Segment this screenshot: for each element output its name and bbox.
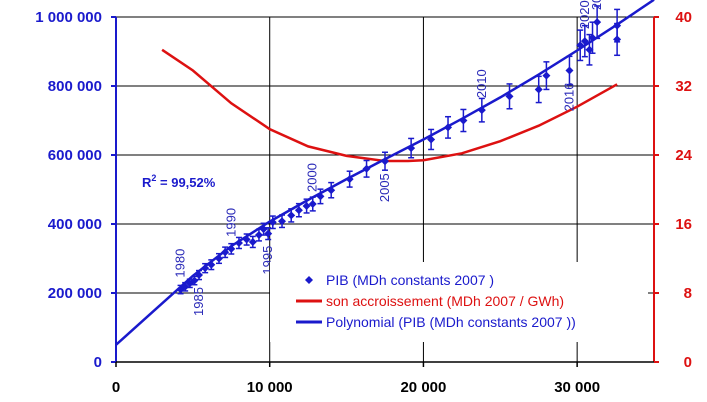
- data-point: [181, 282, 190, 291]
- series-layer: [115, 0, 655, 346]
- right-tick-label: 16: [675, 216, 692, 233]
- data-point: [381, 157, 389, 166]
- data-point: [214, 254, 223, 263]
- right-tick-label: 32: [675, 78, 692, 95]
- data-point: [242, 235, 251, 244]
- right-axis: 0 8 16 24 32 40: [653, 9, 693, 371]
- data-point: [327, 186, 336, 195]
- year-label: 2000: [305, 163, 320, 192]
- year-label: 2005: [377, 173, 392, 202]
- data-point: [308, 199, 317, 208]
- data-point: [264, 229, 273, 238]
- data-point: [407, 144, 416, 153]
- legend-label-growth: son accroissement (MDh 2007 / GWh): [326, 293, 564, 309]
- data-point: [613, 21, 622, 30]
- growth-curve: [161, 48, 618, 163]
- r-squared-annotation: R2 = 99,52%: [142, 173, 216, 190]
- x-tick-label: 10 000: [247, 379, 293, 396]
- x-tick-label: 20 000: [400, 379, 446, 396]
- data-point: [201, 264, 210, 273]
- legend: PIB (MDh constants 2007 ) son accroissem…: [270, 262, 648, 342]
- right-tick-label: 0: [684, 354, 692, 371]
- data-point: [221, 248, 230, 257]
- legend-box: [270, 262, 648, 342]
- year-labels: 1980198519901995200020052010201620202019: [173, 0, 605, 316]
- data-point: [345, 175, 354, 184]
- year-label: 1980: [173, 249, 188, 278]
- data-point: [268, 218, 277, 227]
- data-point: [593, 18, 602, 27]
- right-tick-label: 8: [684, 285, 692, 302]
- right-tick-label: 24: [675, 147, 692, 164]
- left-tick-label: 800 000: [48, 78, 102, 95]
- data-point: [362, 164, 371, 173]
- data-point: [444, 123, 453, 132]
- left-tick-label: 400 000: [48, 216, 102, 233]
- legend-marker-points: [305, 276, 313, 284]
- left-tick-label: 1 000 000: [35, 9, 102, 26]
- data-point: [294, 206, 303, 215]
- x-axis: 0 10 000 20 000 30 000: [112, 361, 654, 396]
- year-label: 1985: [191, 287, 206, 316]
- data-point: [195, 271, 204, 280]
- data-point: [248, 237, 257, 246]
- legend-label-fit: Polynomial (PIB (MDh constants 2007 )): [326, 314, 576, 330]
- year-label: 2019: [589, 0, 604, 10]
- data-point: [427, 135, 436, 144]
- data-point: [505, 92, 514, 101]
- data-point: [580, 37, 589, 46]
- year-label: 1990: [223, 208, 238, 237]
- x-tick-label: 30 000: [554, 379, 600, 396]
- year-label: 2010: [474, 69, 489, 98]
- left-tick-label: 200 000: [48, 285, 102, 302]
- left-axis: 0 200 000 400 000 600 000 800 000 1 000 000: [35, 9, 117, 371]
- year-label: 2016: [561, 82, 576, 111]
- data-point: [227, 244, 236, 253]
- data-point: [588, 33, 597, 42]
- r2-suffix: = 99,52%: [156, 175, 215, 190]
- data-point: [316, 192, 325, 201]
- data-point: [190, 276, 199, 285]
- data-point: [207, 260, 216, 269]
- data-point: [302, 202, 311, 211]
- data-point: [234, 238, 243, 247]
- data-point: [565, 66, 574, 75]
- left-tick-label: 600 000: [48, 147, 102, 164]
- x-tick-label: 0: [112, 379, 120, 396]
- data-point: [278, 217, 287, 226]
- year-label: 2020: [577, 0, 592, 29]
- data-point: [287, 211, 296, 220]
- right-tick-label: 40: [675, 9, 692, 26]
- r2-superscript: 2: [151, 173, 156, 183]
- data-point: [477, 106, 486, 115]
- data-point: [576, 41, 585, 50]
- left-tick-label: 0: [94, 354, 102, 371]
- data-point: [585, 45, 594, 54]
- r2-prefix: R: [142, 175, 152, 190]
- data-point: [254, 231, 263, 240]
- legend-label-points: PIB (MDh constants 2007 ): [326, 272, 494, 288]
- data-point: [459, 116, 468, 125]
- data-point: [534, 85, 543, 94]
- data-point: [542, 71, 551, 80]
